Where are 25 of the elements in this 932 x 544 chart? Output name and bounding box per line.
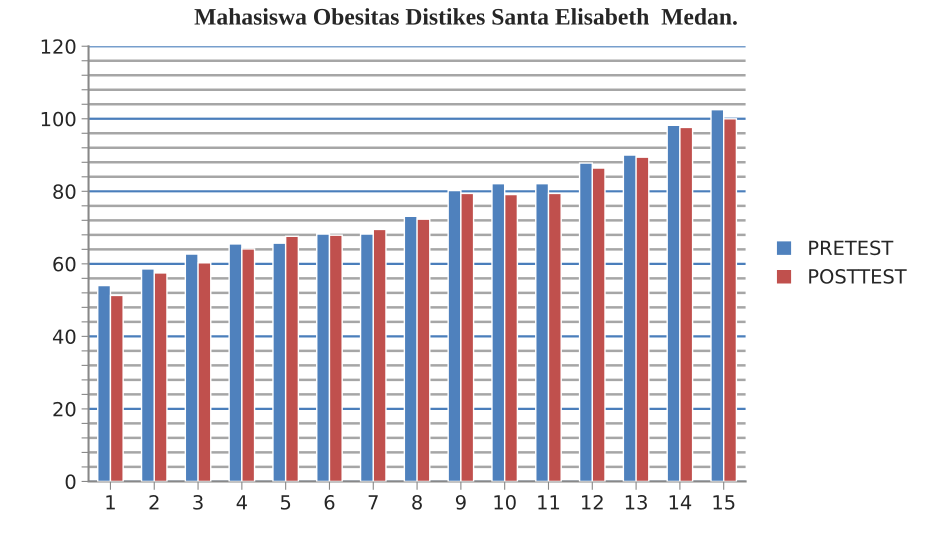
x-tick-label: 11 — [538, 495, 560, 510]
legend-label: POSTTEST — [809, 269, 907, 284]
x-tick-label: 6 — [324, 494, 334, 510]
x-tick-label: 4 — [236, 495, 247, 510]
x-tick-label: 8 — [412, 494, 422, 510]
x-tick-label: 12 — [582, 494, 603, 510]
y-tick-label: 40 — [52, 329, 76, 344]
x-tick-label: 13 — [626, 494, 647, 510]
legend-label: PRETEST — [809, 240, 894, 256]
y-tick-label: 20 — [53, 402, 76, 417]
y-tick-label: 60 — [53, 256, 76, 272]
x-tick-label: 7 — [368, 495, 378, 510]
x-tick-label: 2 — [149, 494, 158, 510]
chart-title: Mahasiswa Obesitas Distikes Santa Elisabeth Medan. — [194, 8, 737, 25]
x-tick-label: 15 — [713, 495, 734, 510]
y-tick-label: 100 — [42, 112, 76, 126]
x-tick-label: 1 — [106, 495, 115, 510]
y-tick-label: 0 — [66, 474, 76, 490]
x-tick-label: 5 — [280, 495, 290, 510]
x-tick-label: 14 — [670, 495, 692, 510]
x-tick-label: 9 — [456, 494, 466, 510]
x-tick-label: 3 — [193, 494, 203, 510]
y-tick-label: 120 — [42, 39, 76, 54]
y-tick-label: 80 — [53, 184, 76, 199]
x-tick-label: 10 — [494, 494, 516, 510]
